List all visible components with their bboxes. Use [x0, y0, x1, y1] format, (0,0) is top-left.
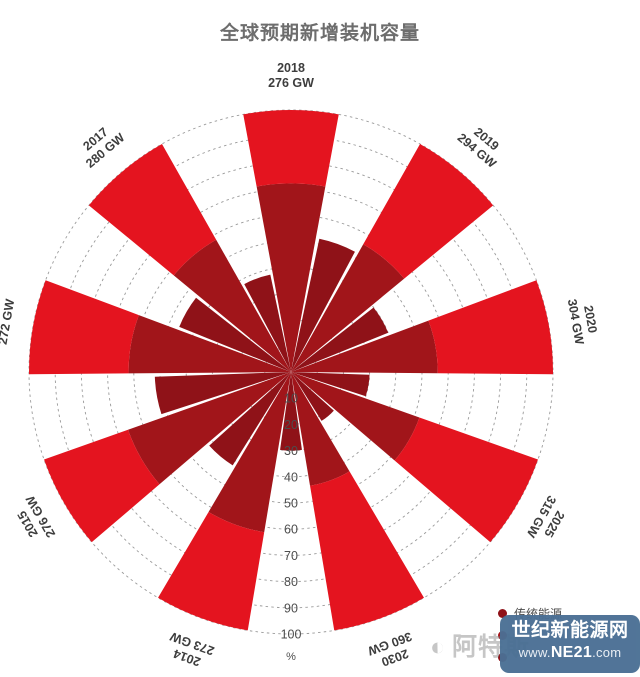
- minor-wedge: [280, 372, 302, 451]
- wedge-segment-traditional: [127, 372, 291, 485]
- site-watermark-url: www.NE21.com: [500, 643, 640, 662]
- wedge-segment-renewable: [363, 143, 494, 279]
- radial-tick-label: 50: [284, 497, 298, 511]
- site-url-suffix: .com: [592, 645, 622, 660]
- wedge-segment-traditional: [291, 244, 405, 372]
- radial-tick-label: 30: [284, 444, 298, 458]
- category-label-group: 2016272 GW: [0, 298, 17, 346]
- page-title: 全球预期新增装机容量: [219, 23, 420, 44]
- site-watermark-name: 世纪新能源网: [511, 620, 629, 641]
- wedge-segment-renewable: [158, 511, 265, 631]
- minor-wedge: [291, 238, 355, 372]
- radial-axis-ticks: 10 20 30 40 50 60 70 80 90 100%: [281, 392, 302, 663]
- minor-wedge: [244, 274, 291, 372]
- category-label-value: 272 GW: [0, 298, 17, 346]
- wedge-segment-renewable: [44, 429, 160, 543]
- wedge-segment-traditional: [291, 372, 350, 486]
- site-watermark: 世纪新能源网 www.NE21.com: [500, 615, 640, 673]
- wedge-segment-renewable: [428, 280, 554, 375]
- site-url-main: NE21: [550, 644, 593, 661]
- radial-tick-label: 40: [284, 470, 298, 484]
- category-label-value: 304 GW: [565, 298, 587, 346]
- category-label-year: 2020: [581, 304, 600, 334]
- brand-mark-icon: ◐: [430, 633, 447, 661]
- radial-tick-label: 20: [284, 418, 298, 432]
- legend-color-swatch: [498, 608, 507, 618]
- polar-wedges: [28, 110, 554, 631]
- radial-tick-label: 70: [284, 549, 298, 563]
- minor-wedge: [291, 372, 370, 397]
- minor-wedge: [179, 297, 291, 372]
- wedge-segment-traditional: [256, 183, 326, 372]
- wedge-segment-renewable: [394, 417, 538, 543]
- wedge-segment-traditional: [208, 372, 291, 533]
- radial-tick-label: 100: [281, 628, 302, 642]
- wedge-segment-renewable: [28, 280, 139, 375]
- wedge-segment-traditional: [291, 372, 420, 461]
- wedge-segment-renewable: [88, 143, 217, 276]
- category-label-value: 276 GW: [268, 76, 314, 90]
- radial-tick-label: 10: [284, 392, 298, 406]
- wedge-segment-renewable: [310, 471, 424, 631]
- radial-tick-label: 80: [284, 575, 298, 589]
- radial-tick-label: 60: [284, 523, 298, 537]
- minor-wedge: [154, 372, 291, 415]
- site-url-prefix: www.: [518, 645, 551, 660]
- minor-wedge: [291, 307, 389, 372]
- wedge-segment-traditional: [291, 320, 438, 374]
- wedge-segment-traditional: [128, 315, 291, 374]
- wedge-segment-traditional: [173, 239, 291, 372]
- category-label-year: 2018: [277, 61, 305, 75]
- radial-tick-label: 90: [284, 601, 298, 615]
- wedge-segment-renewable: [243, 110, 339, 187]
- radial-axis-unit: %: [286, 651, 296, 663]
- minor-wedge: [209, 372, 291, 466]
- minor-wedge: [291, 372, 334, 421]
